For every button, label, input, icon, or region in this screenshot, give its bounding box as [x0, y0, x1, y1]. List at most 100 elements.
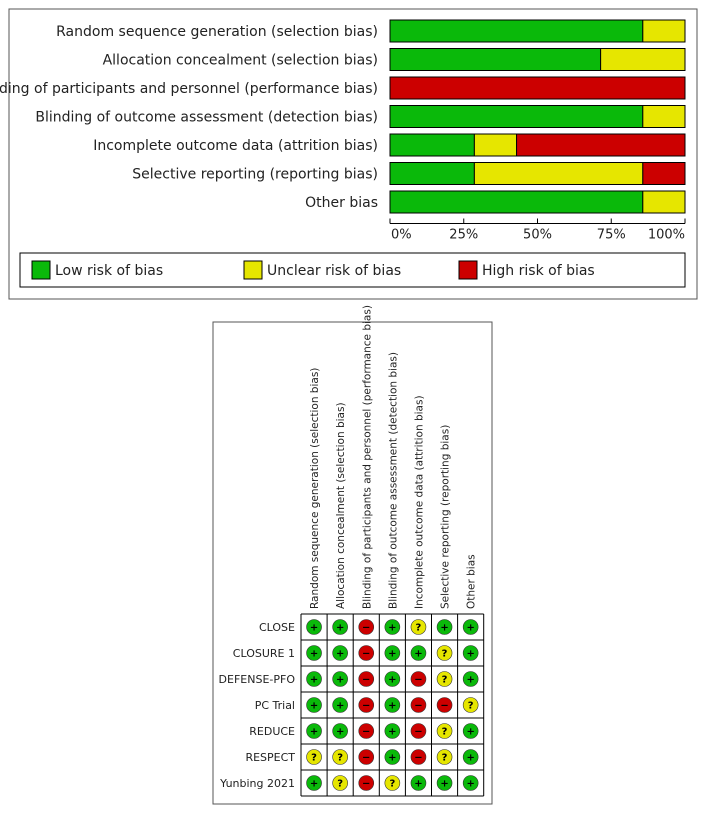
bar-segment-unclear: [642, 19, 686, 43]
bar-segment-low: [389, 162, 475, 185]
rating-unclear: [436, 645, 453, 661]
rating-symbol: +: [336, 675, 344, 686]
rating-low: [384, 723, 401, 739]
rating-unclear: [436, 723, 453, 739]
study-label: CLOSE: [259, 621, 295, 634]
rating-symbol: ?: [442, 649, 448, 660]
bar-segment-high: [516, 133, 686, 157]
rating-low: [462, 619, 479, 635]
category-label: Allocation concealment (selection bias): [103, 53, 378, 69]
rating-symbol: −: [414, 753, 422, 764]
bar-segment-low: [389, 19, 644, 43]
rating-symbol: +: [388, 649, 396, 660]
rating-symbol: +: [336, 649, 344, 660]
summary-bar-chart: Random sequence generation (selection bi…: [0, 19, 686, 243]
rating-symbol: +: [466, 623, 474, 634]
category-label: Blinding of participants and personnel (…: [0, 81, 378, 97]
rating-high: [410, 723, 427, 739]
rating-high: [358, 645, 375, 661]
rating-symbol: +: [466, 779, 474, 790]
rating-symbol: +: [310, 623, 318, 634]
legend-swatch-low: [31, 260, 51, 280]
x-tick-label: 100%: [648, 228, 685, 243]
rating-symbol: +: [466, 649, 474, 660]
column-header: Incomplete outcome data (attrition bias): [413, 395, 425, 609]
rating-low: [332, 645, 348, 661]
rating-symbol: ?: [337, 779, 343, 790]
rating-symbol: ?: [389, 779, 395, 790]
rating-symbol: −: [414, 701, 422, 712]
bar-segment-unclear: [642, 105, 686, 128]
rating-low: [384, 645, 401, 661]
x-tick-label: 50%: [523, 228, 552, 243]
rating-high: [358, 619, 375, 635]
legend-label: Low risk of bias: [55, 263, 163, 279]
rating-low: [332, 697, 348, 713]
rating-high: [436, 697, 453, 713]
category-label: Random sequence generation (selection bi…: [56, 24, 378, 40]
rating-symbol: −: [440, 701, 448, 712]
rating-symbol: ?: [442, 675, 448, 686]
study-label: Yunbing 2021: [219, 777, 295, 790]
rating-low: [306, 775, 322, 791]
rating-symbol: +: [466, 727, 474, 738]
column-header: Blinding of outcome assessment (detectio…: [387, 352, 399, 609]
bar-segment-high: [642, 162, 686, 185]
rating-symbol: ?: [468, 701, 474, 712]
rating-unclear: [306, 749, 322, 765]
rating-low: [306, 671, 322, 687]
x-tick-label: 25%: [449, 228, 478, 243]
bar-segment-low: [389, 133, 475, 157]
column-header: Random sequence generation (selection bi…: [309, 368, 321, 609]
rating-unclear: [462, 697, 479, 713]
rating-symbol: −: [362, 649, 370, 660]
rating-high: [358, 749, 375, 765]
rating-unclear: [332, 749, 348, 765]
bar-segment-low: [389, 105, 644, 128]
risk-of-bias-summary-table: Random sequence generation (selection bi…: [219, 305, 485, 797]
rating-low: [436, 775, 453, 791]
rating-low: [306, 619, 322, 635]
bar-segment-unclear: [642, 190, 686, 214]
rating-symbol: ?: [442, 753, 448, 764]
rating-low: [410, 775, 427, 791]
rating-symbol: −: [414, 727, 422, 738]
x-tick-label: 0%: [391, 228, 412, 243]
rating-symbol: +: [310, 701, 318, 712]
column-header: Blinding of participants and personnel (…: [361, 305, 373, 609]
rating-low: [410, 645, 427, 661]
rating-symbol: −: [362, 675, 370, 686]
category-label: Selective reporting (reporting bias): [132, 167, 378, 183]
rating-symbol: +: [310, 779, 318, 790]
rating-symbol: +: [466, 675, 474, 686]
rating-low: [384, 749, 401, 765]
rating-symbol: ?: [442, 727, 448, 738]
rating-symbol: +: [388, 623, 396, 634]
legend-label: Unclear risk of bias: [267, 263, 401, 279]
rating-low: [306, 723, 322, 739]
rating-high: [358, 671, 375, 687]
rating-high: [410, 697, 427, 713]
rating-symbol: +: [388, 675, 396, 686]
bar-segment-low: [389, 190, 644, 214]
category-label: Other bias: [305, 195, 378, 211]
rating-low: [384, 697, 401, 713]
rating-symbol: +: [310, 727, 318, 738]
study-label: DEFENSE-PFO: [219, 673, 296, 686]
rating-low: [462, 723, 479, 739]
bar-segment-unclear: [473, 133, 518, 157]
study-label: CLOSURE 1: [233, 647, 295, 660]
rating-unclear: [332, 775, 348, 791]
rating-symbol: +: [440, 623, 448, 634]
rating-symbol: +: [388, 701, 396, 712]
column-header: Selective reporting (reporting bias): [440, 425, 452, 609]
rating-symbol: −: [362, 623, 370, 634]
rating-low: [332, 723, 348, 739]
rating-low: [436, 619, 453, 635]
rating-low: [384, 619, 401, 635]
legend-swatch-high: [458, 260, 478, 280]
study-label: PC Trial: [255, 699, 295, 712]
rating-symbol: ?: [311, 753, 317, 764]
bar-segment-unclear: [600, 48, 686, 71]
